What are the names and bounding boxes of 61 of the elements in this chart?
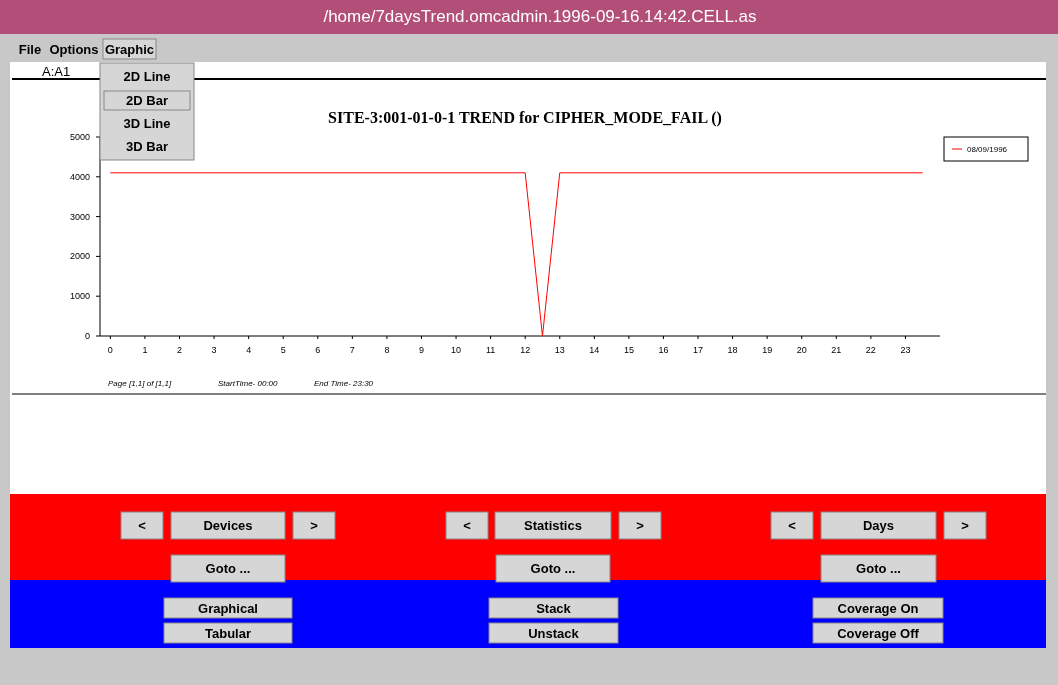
x-tick-label: 0 [107, 345, 113, 355]
text: A:A1 [42, 63, 71, 79]
x-tick-label: 4 [246, 345, 252, 355]
x-tick-label: 6 [315, 345, 321, 355]
x-tick-label: 12 [520, 345, 531, 355]
text: Unstack [528, 625, 580, 641]
text: 2D Bar [126, 93, 168, 108]
x-tick-label: 5 [280, 345, 286, 355]
text: > [636, 518, 645, 533]
x-tick-label: 13 [554, 345, 565, 355]
text: < [138, 518, 147, 533]
text: Stack [536, 600, 572, 616]
text: > [310, 518, 319, 533]
text: Goto ... [530, 561, 576, 576]
x-tick-label: 10 [451, 345, 462, 355]
text: 3D Line [123, 116, 171, 131]
text: < [463, 518, 472, 533]
x-tick-label: 15 [623, 345, 634, 355]
text: StartTime- 00:00 [218, 379, 279, 388]
text: Devices [203, 518, 253, 533]
y-tick-label: 3000 [69, 211, 90, 222]
annotation: 3D Bar [126, 139, 168, 154]
y-tick-label: 4000 [69, 171, 90, 182]
x-tick-label: 1 [142, 345, 148, 355]
text: File [18, 41, 42, 57]
x-tick-label: 11 [485, 345, 496, 355]
y-tick-label: 5000 [69, 132, 90, 142]
text: /home/7daysTrend.omcadmin.1996-09-16.14:42.CELL.as [323, 7, 757, 26]
x-tick-label: 19 [762, 345, 773, 355]
y-tick-label: 1000 [69, 291, 90, 302]
x-tick-label: 9 [418, 345, 424, 355]
text: Coverage On [837, 600, 919, 616]
x-tick-label: 22 [865, 345, 876, 355]
x-tick-label: 23 [900, 345, 911, 355]
text: Coverage Off [837, 625, 920, 641]
text: > [961, 518, 970, 533]
text: 2D Line [123, 69, 171, 84]
text: Tabular [205, 625, 251, 641]
x-tick-label: 20 [796, 345, 807, 355]
x-tick-label: 7 [349, 345, 355, 355]
text: End Time- 23:30 [314, 379, 374, 388]
text: < [788, 518, 797, 533]
x-tick-label: 21 [831, 345, 842, 355]
x-tick-label: 3 [211, 345, 217, 355]
text: Page [1,1] of [1,1] [108, 379, 172, 388]
x-tick-label: 2 [177, 345, 183, 355]
text: Options [49, 41, 99, 57]
text: Goto ... [205, 561, 251, 576]
text: Graphical [198, 600, 258, 616]
x-tick-label: 18 [727, 345, 738, 355]
chart-title: SITE-3:001-01-0-1 TREND for CIPHER_MODE_FAIL () [328, 109, 722, 127]
y-tick-label: 2000 [69, 251, 90, 262]
x-tick-label: 8 [384, 345, 390, 355]
y-tick-label: 0 [84, 331, 90, 341]
legend-label: 08/09/1996 [967, 145, 1008, 154]
text: Goto ... [856, 561, 901, 576]
x-tick-label: 17 [693, 345, 704, 355]
x-tick-label: 14 [589, 345, 600, 355]
text: Days [862, 518, 895, 533]
text: Statistics [524, 518, 582, 533]
x-tick-label: 16 [658, 345, 669, 355]
